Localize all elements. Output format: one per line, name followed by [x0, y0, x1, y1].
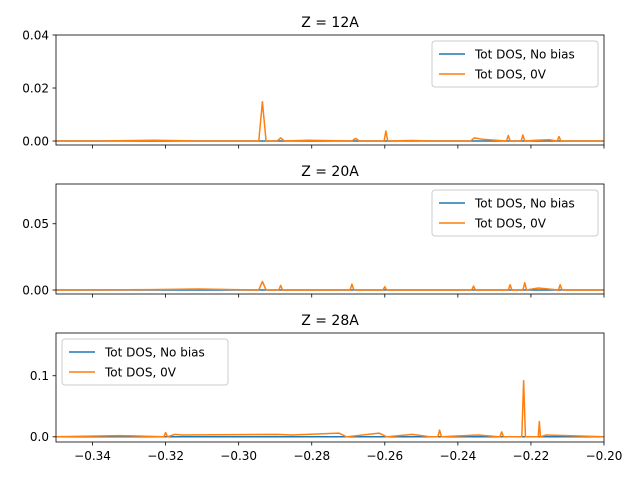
- legend-label: Tot DOS, 0V: [474, 216, 547, 230]
- x-tick-label: −0.28: [293, 449, 330, 463]
- legend-box: [431, 189, 599, 237]
- legend-box: [431, 40, 599, 88]
- legend: Tot DOS, No bias Tot DOS, 0V: [431, 40, 599, 88]
- legend-label: Tot DOS, No bias: [474, 47, 575, 61]
- x-tick-label: −0.34: [74, 449, 111, 463]
- series-line-0v: [56, 280, 604, 291]
- legend: Tot DOS, No bias Tot DOS, 0V: [431, 189, 599, 237]
- series-line-0v: [56, 379, 604, 438]
- x-tick-label: −0.30: [220, 449, 257, 463]
- x-tick-label: −0.32: [147, 449, 184, 463]
- y-tick-label: 0.05: [22, 217, 49, 231]
- legend-box: [61, 338, 229, 386]
- axes-frame: [55, 183, 605, 295]
- y-tick-label: 0.1: [30, 369, 49, 383]
- y-tick-label: 0.02: [22, 81, 49, 95]
- y-tick-label: 0.04: [22, 28, 49, 42]
- legend-label: Tot DOS, No bias: [474, 196, 575, 210]
- legend-label: Tot DOS, 0V: [474, 67, 547, 81]
- subplot-3: Z = 28A 0.0 0.1 −0.34 −0.32 −0.30 −0.28 −0.26 −0…: [30, 313, 622, 463]
- x-tick-label: −0.22: [513, 449, 550, 463]
- y-tick-label: 0.00: [22, 283, 49, 297]
- legend-label: Tot DOS, 0V: [104, 365, 177, 379]
- x-tick-label: −0.26: [366, 449, 403, 463]
- series-line-0v: [56, 101, 604, 142]
- axes-frame: [55, 34, 605, 146]
- x-tick-label: −0.20: [586, 449, 623, 463]
- y-tick-label: 0.0: [30, 430, 49, 444]
- legend-label: Tot DOS, No bias: [104, 345, 205, 359]
- subplot-title: Z = 12A: [301, 15, 359, 31]
- subplot-title: Z = 28A: [301, 313, 359, 329]
- legend: Tot DOS, No bias Tot DOS, 0V: [61, 338, 229, 386]
- x-tick-label: −0.24: [439, 449, 476, 463]
- y-tick-label: 0.00: [22, 134, 49, 148]
- subplot-title: Z = 20A: [301, 164, 359, 180]
- axes-frame: [55, 332, 605, 443]
